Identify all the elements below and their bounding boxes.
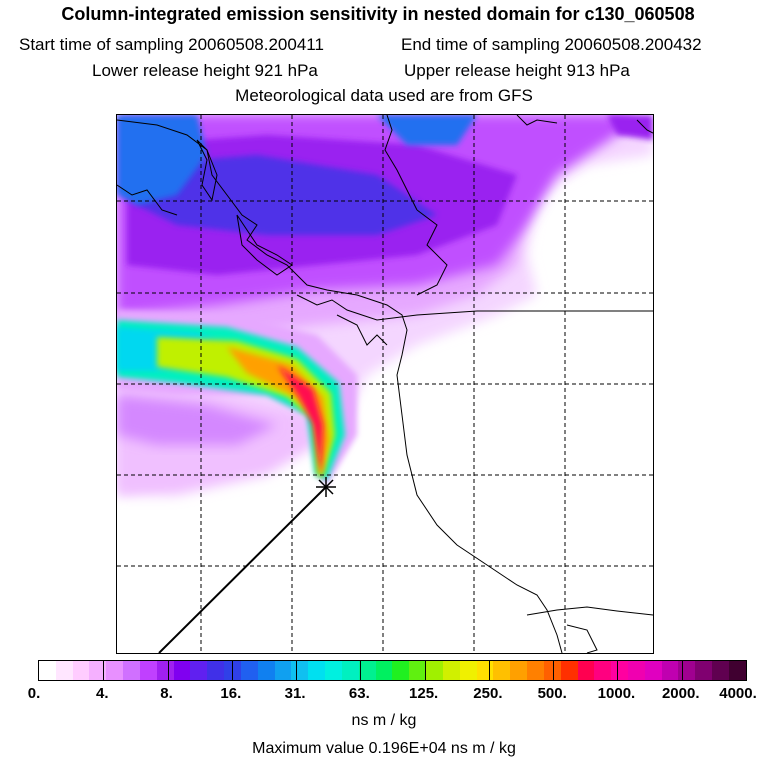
colorbar-tick [488,661,490,680]
colorbar-tick [681,661,683,680]
colorbar-tick [103,661,105,680]
colorbar-segment [106,661,124,680]
colorbar-segment [611,661,628,680]
maximum-value-label: Maximum value 0.196E+04 ns m / kg [252,740,516,757]
colorbar-tick-label: 1000. [597,685,636,702]
colorbar-tick [296,661,298,680]
colorbar-tick-label: 500. [537,685,567,702]
colorbar-tick-label: 16. [220,685,242,702]
colorbar-segment [577,661,595,680]
colorbar-segment [240,661,258,680]
colorbar-segment [139,661,157,680]
colorbar-tick-label: 2000. [661,685,700,702]
colorbar-segment [493,661,511,680]
colorbar-segment [560,661,578,680]
colorbar-segment [695,661,713,680]
colorbar-tick-label: 0. [27,685,41,702]
colorbar-segment [190,661,208,680]
colorbar-segment [308,661,326,680]
colorbar-segment [627,661,645,680]
colorbar-segment [644,661,662,680]
colorbar-tick-label: 250. [473,685,503,702]
receptor-star-icon [316,477,336,497]
colorbar-segment [510,661,528,680]
colorbar-tick [617,661,619,680]
met-data-label: Meteorological data used are from GFS [235,86,533,105]
colorbar-segment [728,661,746,680]
colorbar-segment [459,661,477,680]
colorbar-segment [39,661,56,680]
colorbar-segment [325,661,342,680]
colorbar-segment [476,661,494,680]
colorbar-tick-label: 4000. [719,685,757,702]
colorbar-tick-label: 8. [160,685,173,702]
map-title: Column-integrated emission sensitivity i… [61,4,695,24]
colorbar-segment [594,661,612,680]
colorbar-segment [89,661,107,680]
lower-release-label: Lower release height 921 hPa [92,61,318,80]
sensitivity-map [116,114,654,654]
colorbar-segment [442,661,460,680]
colorbar-segment [426,661,443,680]
colorbar-segment [123,661,140,680]
colorbar-segment [409,661,427,680]
colorbar-segment [173,661,191,680]
colorbar-segment [527,661,544,680]
colorbar-tick-label: 31. [284,685,306,702]
colorbar-tick [167,661,169,680]
colorbar-tick [553,661,555,680]
colorbar-segment [274,661,292,680]
colorbar-unit: ns m / kg [351,712,417,729]
colorbar-segment [156,661,174,680]
colorbar-tick [424,661,426,680]
colorbar-tick [360,661,362,680]
colorbar-segment [55,661,73,680]
coastline [117,115,653,653]
colorbar-segment [341,661,359,680]
colorbar-segment [375,661,393,680]
colorbar-tick-label: 125. [409,685,439,702]
end-time-label: End time of sampling 20060508.200432 [401,35,702,54]
colorbar-segment [661,661,679,680]
colorbar-segment [72,661,90,680]
colorbar-segment [392,661,410,680]
colorbar-tick-label: 4. [96,685,109,702]
colorbar-segment [712,661,729,680]
colorbar-segment [358,661,376,680]
upper-release-label: Upper release height 913 hPa [404,61,630,80]
colorbar-segment [207,661,225,680]
colorbar-segment [257,661,275,680]
colorbar-tick [231,661,233,680]
colorbar-segment [543,661,561,680]
grid-lines [117,115,653,653]
colorbar-tick-label: 63. [348,685,370,702]
release-trajectory [158,486,327,653]
colorbar [38,660,747,681]
start-time-label: Start time of sampling 20060508.200411 [19,35,324,54]
colorbar-segment [291,661,309,680]
sensitivity-field [117,115,653,495]
